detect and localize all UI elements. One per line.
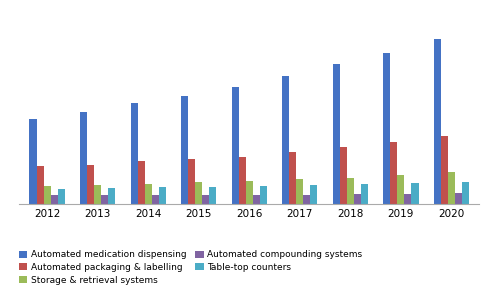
- Bar: [303, 195, 310, 204]
- Bar: [310, 185, 318, 204]
- Legend: Automated medication dispensing, Automated packaging & labelling, Storage & retr: Automated medication dispensing, Automat…: [19, 250, 363, 285]
- Bar: [30, 119, 36, 204]
- Bar: [296, 179, 303, 204]
- Bar: [239, 157, 246, 204]
- Bar: [462, 182, 469, 204]
- Bar: [397, 175, 404, 204]
- Bar: [131, 103, 137, 204]
- Bar: [361, 184, 368, 204]
- Bar: [253, 195, 260, 204]
- Bar: [181, 96, 188, 204]
- Bar: [455, 193, 462, 204]
- Bar: [87, 165, 94, 204]
- Bar: [340, 147, 347, 204]
- Bar: [36, 166, 44, 204]
- Bar: [210, 187, 216, 204]
- Bar: [108, 188, 115, 204]
- Bar: [282, 76, 289, 204]
- Bar: [137, 161, 145, 204]
- Bar: [101, 195, 108, 204]
- Bar: [80, 112, 87, 204]
- Bar: [347, 178, 354, 204]
- Bar: [195, 182, 202, 204]
- Bar: [434, 39, 441, 204]
- Bar: [441, 136, 448, 204]
- Bar: [448, 172, 455, 204]
- Bar: [58, 189, 65, 204]
- Bar: [44, 186, 51, 204]
- Bar: [202, 195, 210, 204]
- Bar: [411, 183, 419, 204]
- Bar: [159, 187, 166, 204]
- Bar: [354, 194, 361, 204]
- Bar: [152, 195, 159, 204]
- Bar: [260, 186, 267, 204]
- Bar: [94, 185, 101, 204]
- Bar: [246, 181, 253, 204]
- Bar: [145, 184, 152, 204]
- Bar: [231, 87, 239, 204]
- Bar: [404, 194, 411, 204]
- Bar: [51, 195, 58, 204]
- Bar: [390, 142, 397, 204]
- Bar: [188, 159, 195, 204]
- Bar: [289, 152, 296, 204]
- Bar: [383, 53, 390, 204]
- Bar: [333, 64, 340, 204]
